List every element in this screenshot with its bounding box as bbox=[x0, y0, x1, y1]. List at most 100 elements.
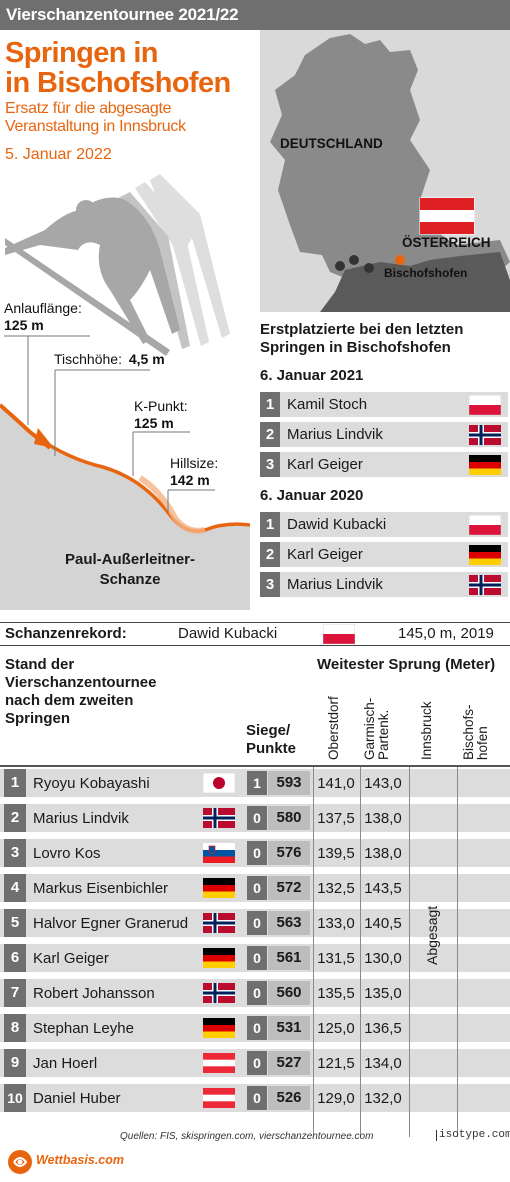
wins: 0 bbox=[247, 876, 267, 900]
venue-name: Paul-Außerleitner- Schanze bbox=[64, 551, 196, 588]
rank: 1 bbox=[260, 512, 280, 537]
germany-flag-icon bbox=[469, 454, 501, 475]
germany-flag-icon bbox=[203, 948, 235, 968]
jump-oberstdorf: 121,5 bbox=[317, 1055, 355, 1072]
athlete-name: Kamil Stoch bbox=[287, 396, 368, 413]
map-label-germany: DEUTSCHLAND bbox=[280, 136, 383, 151]
athlete-name: Stephan Leyhe bbox=[33, 1020, 134, 1037]
rank: 3 bbox=[260, 572, 280, 597]
points: 526 bbox=[268, 1086, 310, 1110]
rank: 2 bbox=[4, 804, 26, 832]
longest-jump-title: Weitester Sprung (Meter) bbox=[317, 656, 496, 673]
jump-oberstdorf: 135,5 bbox=[317, 985, 355, 1002]
divider bbox=[0, 622, 510, 623]
series-title: Vierschanzentournee 2021/22 bbox=[6, 5, 239, 24]
athlete-name: Dawid Kubacki bbox=[287, 516, 387, 533]
wins: 0 bbox=[247, 1016, 267, 1040]
tisch-label: Tischhöhe: 4,5 m bbox=[54, 351, 165, 367]
event-date: 5. Januar 2022 bbox=[5, 146, 112, 163]
rank: 6 bbox=[4, 944, 26, 972]
standings-title: Stand der Vierschanzentournee nach dem z… bbox=[5, 656, 157, 727]
column-divider bbox=[409, 767, 410, 1137]
jump-garmisch: 138,0 bbox=[364, 845, 402, 862]
standings-row: 8 Stephan Leyhe 0 531 125,0 136,5 bbox=[0, 1014, 510, 1042]
rank: 5 bbox=[4, 909, 26, 937]
winner-row: 3 Marius Lindvik bbox=[260, 572, 508, 597]
points: 561 bbox=[268, 946, 310, 970]
jumper-icon bbox=[5, 174, 230, 356]
points: 576 bbox=[268, 841, 310, 865]
wins: 1 bbox=[247, 771, 267, 795]
rank: 8 bbox=[4, 1014, 26, 1042]
jump-garmisch: 143,5 bbox=[364, 880, 402, 897]
rank: 2 bbox=[260, 542, 280, 567]
germany-flag-icon bbox=[203, 878, 235, 898]
jump-oberstdorf: 131,5 bbox=[317, 950, 355, 967]
wins-points-header: Siege/ Punkte bbox=[246, 722, 297, 757]
rank: 1 bbox=[260, 392, 280, 417]
winner-row: 1 Dawid Kubacki bbox=[260, 512, 508, 537]
standings-row: 6 Karl Geiger 0 561 131,5 130,0 bbox=[0, 944, 510, 972]
rank: 9 bbox=[4, 1049, 26, 1077]
points: 580 bbox=[268, 806, 310, 830]
column-divider bbox=[457, 767, 458, 1137]
column-innsbruck: Innsbruck bbox=[419, 701, 434, 760]
ski-jump-illustration bbox=[0, 174, 250, 610]
column-garmisch: Garmisch- Partenk. bbox=[362, 697, 391, 760]
credit: isotype.com bbox=[436, 1130, 510, 1141]
points: 531 bbox=[268, 1016, 310, 1040]
map-shape bbox=[270, 34, 510, 312]
points: 572 bbox=[268, 876, 310, 900]
record-value: 145,0 m, 2019 bbox=[398, 625, 494, 642]
austria-flag-icon bbox=[203, 1088, 235, 1108]
map-label-austria: ÖSTERREICH bbox=[402, 235, 491, 250]
wins: 0 bbox=[247, 841, 267, 865]
location-map: DEUTSCHLAND ÖSTERREICH Bischofshofen bbox=[260, 30, 510, 312]
winner-row: 2 Marius Lindvik bbox=[260, 422, 508, 447]
sources: Quellen: FIS, skispringen.com, vierschan… bbox=[120, 1131, 374, 1142]
points: 563 bbox=[268, 911, 310, 935]
wins: 0 bbox=[247, 911, 267, 935]
record-flag-poland-icon bbox=[323, 624, 355, 644]
rank: 1 bbox=[4, 769, 26, 797]
column-divider bbox=[313, 767, 314, 1137]
points: 527 bbox=[268, 1051, 310, 1075]
jump-oberstdorf: 137,5 bbox=[317, 810, 355, 827]
athlete-name: Karl Geiger bbox=[287, 456, 363, 473]
winner-row: 3 Karl Geiger bbox=[260, 452, 508, 477]
brand-name[interactable]: Wettbasis.com bbox=[36, 1153, 124, 1167]
athlete-name: Markus Eisenbichler bbox=[33, 880, 169, 897]
standings-row: 5 Halvor Egner Granerud 0 563 133,0 140,5 bbox=[0, 909, 510, 937]
standings-row: 7 Robert Johansson 0 560 135,5 135,0 bbox=[0, 979, 510, 1007]
athlete-name: Robert Johansson bbox=[33, 985, 155, 1002]
athlete-name: Daniel Huber bbox=[33, 1090, 121, 1107]
standings-row: 10 Daniel Huber 0 526 129,0 132,0 bbox=[0, 1084, 510, 1112]
wins: 0 bbox=[247, 946, 267, 970]
athlete-name: Marius Lindvik bbox=[33, 810, 129, 827]
divider bbox=[0, 645, 510, 646]
japan-flag-icon bbox=[203, 773, 235, 793]
record-holder: Dawid Kubacki bbox=[178, 625, 278, 642]
athlete-name: Jan Hoerl bbox=[33, 1055, 98, 1072]
austria-flag-icon bbox=[203, 1053, 235, 1073]
column-bischofshofen: Bischofs- hofen bbox=[461, 704, 490, 760]
rank: 4 bbox=[4, 874, 26, 902]
jump-oberstdorf: 132,5 bbox=[317, 880, 355, 897]
rank: 3 bbox=[4, 839, 26, 867]
athlete-name: Karl Geiger bbox=[287, 546, 363, 563]
page-title: Springen in in Bischofshofen bbox=[5, 37, 231, 99]
winner-row: 1 Kamil Stoch bbox=[260, 392, 508, 417]
jump-garmisch: 140,5 bbox=[364, 915, 402, 932]
standings-row: 3 Lovro Kos 0 576 139,5 138,0 bbox=[0, 839, 510, 867]
jump-garmisch: 130,0 bbox=[364, 950, 402, 967]
winner-row: 2 Karl Geiger bbox=[260, 542, 508, 567]
wins: 0 bbox=[247, 981, 267, 1005]
norway-flag-icon bbox=[469, 424, 501, 445]
hillsize-label: Hillsize: 142 m bbox=[170, 455, 219, 488]
standings-divider bbox=[0, 765, 510, 767]
map-label-city: Bischofshofen bbox=[384, 266, 468, 280]
slovenia-flag-icon bbox=[203, 843, 235, 863]
jump-garmisch: 136,5 bbox=[364, 1020, 402, 1037]
column-oberstdorf: Oberstdorf bbox=[326, 696, 341, 760]
athlete-name: Lovro Kos bbox=[33, 845, 101, 862]
